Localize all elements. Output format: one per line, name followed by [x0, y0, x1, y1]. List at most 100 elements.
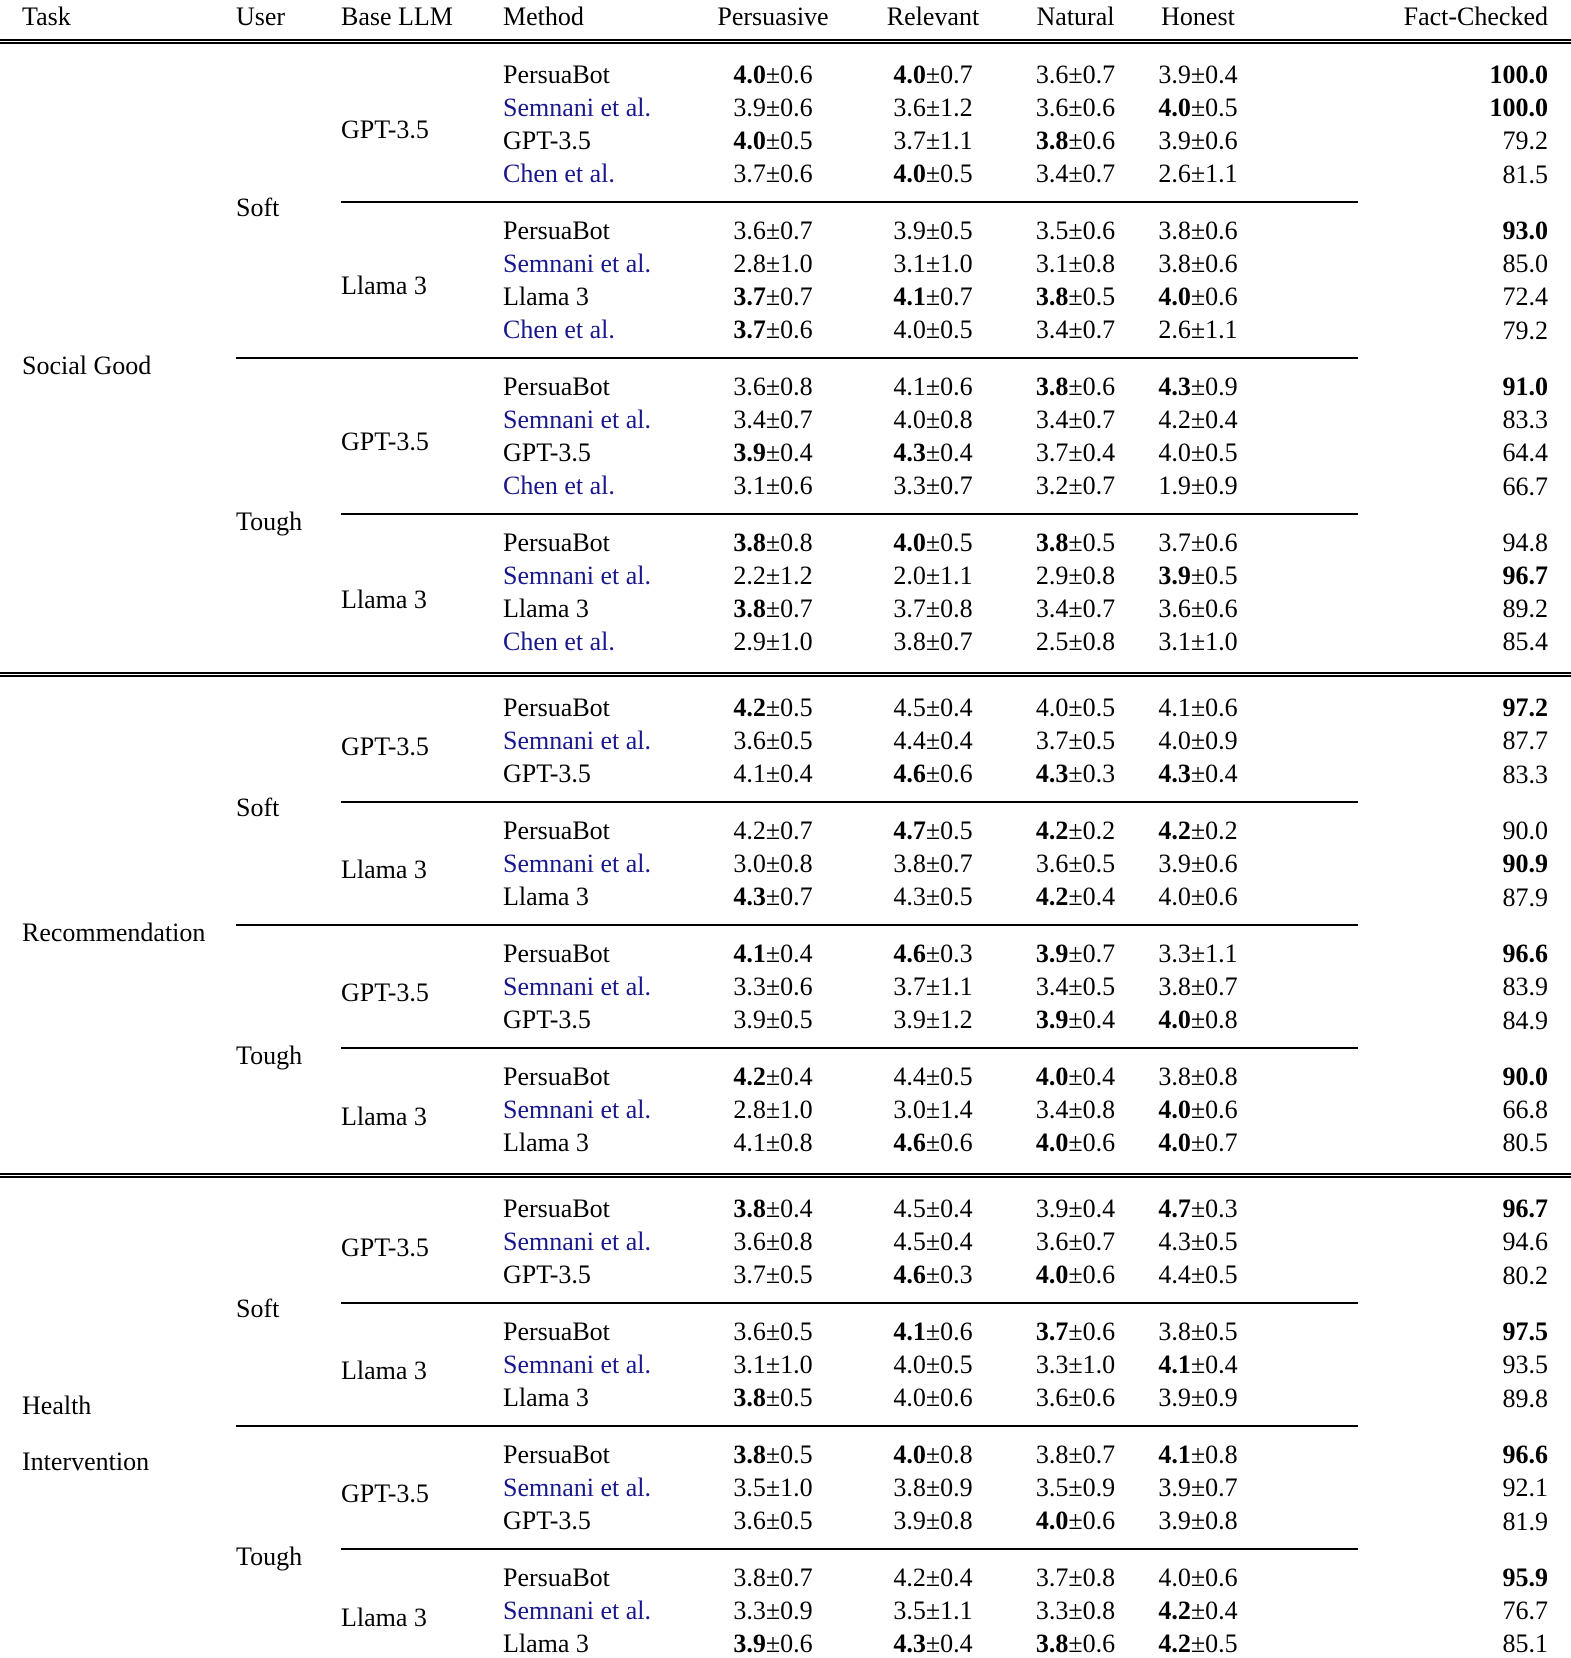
spacer-cell [1258, 1381, 1358, 1426]
natural-mean: 3.6 [1035, 1383, 1069, 1412]
honest-score-cell: 3.9±0.7 [1138, 1471, 1258, 1504]
table-row: Semnani et al. 3.5±1.0 3.8±0.9 3.5±0.9 3.9±0… [0, 1471, 1571, 1504]
relevant-score-cell: 4.0±0.5 [853, 1348, 1013, 1381]
base-llm-label: GPT-3.5 [341, 115, 429, 144]
honest-stddev: ±1.1 [1190, 159, 1238, 188]
fact-checked-value: 97.5 [1502, 1316, 1549, 1346]
natural-stddev: ±0.8 [1068, 561, 1116, 590]
persuasive-score-cell: 3.5±1.0 [693, 1471, 853, 1504]
persuasive-score-cell: 3.9±0.5 [693, 1003, 853, 1048]
honest-score-cell: 3.8±0.7 [1138, 970, 1258, 1003]
method-citation-link[interactable]: Semnani et al. [503, 249, 652, 278]
method-citation-link[interactable]: Semnani et al. [503, 561, 652, 590]
persuasive-mean: 3.4 [733, 405, 766, 434]
persuasive-mean: 3.3 [733, 1596, 766, 1625]
method-citation-link[interactable]: Chen et al. [503, 315, 615, 344]
relevant-score-cell: 4.0±0.6 [853, 1381, 1013, 1426]
spacer-cell [1258, 1225, 1358, 1258]
user-label-cell: Tough [236, 924, 341, 1176]
method-citation-link[interactable]: Semnani et al. [503, 726, 652, 755]
fact-checked-value: 81.5 [1502, 159, 1549, 189]
natural-score-cell: 2.5±0.8 [1013, 625, 1138, 675]
method-citation-link[interactable]: Chen et al. [503, 471, 615, 500]
fact-checked-score-cell: 83.3 [1358, 757, 1571, 802]
method-citation-link[interactable]: Semnani et al. [503, 1350, 652, 1379]
relevant-stddev: ±0.4 [925, 726, 973, 755]
relevant-stddev: ±0.5 [925, 882, 973, 911]
col-header-task: Task [0, 0, 236, 44]
honest-mean: 3.3 [1158, 939, 1191, 968]
honest-mean: 4.1 [1158, 1440, 1191, 1469]
relevant-stddev: ±0.3 [925, 1260, 973, 1289]
fact-checked-value: 96.7 [1502, 1194, 1549, 1223]
base-llm-label: Llama 3 [341, 584, 427, 614]
relevant-score-cell: 4.3±0.4 [853, 1627, 1013, 1658]
honest-score-cell: 4.1±0.4 [1138, 1348, 1258, 1381]
spacer-cell [1258, 1258, 1358, 1303]
table-row: Llama 3 3.8±0.5 4.0±0.6 3.6±0.6 3.9±0.9 89.8 [0, 1381, 1571, 1426]
method-citation-link[interactable]: Semnani et al. [503, 93, 652, 122]
method-citation-link[interactable]: Semnani et al. [503, 849, 652, 878]
honest-stddev: ±0.5 [1190, 561, 1238, 590]
method-citation-link[interactable]: Semnani et al. [503, 1227, 652, 1256]
relevant-mean: 3.5 [893, 1596, 926, 1625]
method-label: Llama 3 [503, 882, 589, 911]
persuasive-score-cell: 4.2±0.5 [693, 672, 853, 724]
method-cell: Llama 3 [503, 280, 693, 313]
spacer-cell [1258, 924, 1358, 970]
honest-mean: 4.2 [1158, 405, 1191, 434]
method-citation-link[interactable]: Semnani et al. [503, 972, 652, 1001]
relevant-stddev: ±0.5 [925, 159, 973, 188]
fact-checked-score-cell: 64.4 [1358, 436, 1571, 469]
spacer-cell [1258, 1003, 1358, 1048]
honest-mean: 3.7 [1158, 528, 1191, 557]
persuasive-mean: 3.8 [733, 528, 766, 557]
honest-mean: 3.8 [1158, 1062, 1191, 1091]
honest-stddev: ±0.4 [1190, 1596, 1238, 1625]
natural-mean: 3.9 [1035, 1005, 1069, 1034]
natural-mean: 3.8 [1035, 528, 1069, 557]
spacer-cell [1258, 247, 1358, 280]
relevant-mean: 4.1 [893, 1317, 926, 1346]
method-citation-link[interactable]: Semnani et al. [503, 1596, 652, 1625]
relevant-stddev: ±0.6 [925, 759, 973, 788]
persuasive-stddev: ±0.6 [765, 972, 813, 1001]
method-label: Llama 3 [503, 1128, 589, 1157]
natural-score-cell: 3.8±0.7 [1013, 1425, 1138, 1471]
method-citation-link[interactable]: Semnani et al. [503, 1473, 652, 1502]
honest-mean: 1.9 [1158, 471, 1191, 500]
relevant-stddev: ±0.5 [925, 1062, 973, 1091]
table-row: Llama 3 3.7±0.7 4.1±0.7 3.8±0.5 4.0±0.6 72.4 [0, 280, 1571, 313]
natural-stddev: ±0.5 [1068, 693, 1116, 722]
relevant-stddev: ±1.1 [925, 1596, 973, 1625]
fact-checked-score-cell: 87.7 [1358, 724, 1571, 757]
honest-mean: 4.3 [1158, 372, 1191, 401]
persuasive-stddev: ±0.8 [765, 849, 813, 878]
spacer-cell [1258, 757, 1358, 802]
honest-stddev: ±0.3 [1190, 1194, 1238, 1223]
base-llm-label-cell: GPT-3.5 [341, 42, 503, 203]
natural-score-cell: 3.9±0.4 [1013, 1003, 1138, 1048]
method-citation-link[interactable]: Chen et al. [503, 627, 615, 656]
relevant-mean: 4.0 [893, 1383, 926, 1412]
persuasive-score-cell: 3.8±0.4 [693, 1173, 853, 1225]
method-citation-link[interactable]: Semnani et al. [503, 405, 652, 434]
relevant-score-cell: 3.3±0.7 [853, 469, 1013, 514]
method-cell: GPT-3.5 [503, 124, 693, 157]
persuasive-stddev: ±0.8 [765, 528, 813, 557]
natural-score-cell: 3.7±0.8 [1013, 1548, 1138, 1594]
fact-checked-value: 64.4 [1502, 438, 1549, 467]
natural-stddev: ±0.8 [1068, 627, 1116, 656]
natural-stddev: ±0.6 [1068, 1383, 1116, 1412]
persuasive-score-cell: 4.0±0.5 [693, 124, 853, 157]
base-llm-label: Llama 3 [341, 1102, 427, 1131]
fact-checked-value: 90.0 [1502, 1061, 1549, 1091]
relevant-mean: 4.4 [893, 726, 926, 755]
method-citation-link[interactable]: Semnani et al. [503, 1095, 652, 1124]
natural-score-cell: 4.0±0.4 [1013, 1047, 1138, 1093]
relevant-score-cell: 4.7±0.5 [853, 801, 1013, 847]
fact-checked-score-cell: 84.9 [1358, 1003, 1571, 1048]
honest-stddev: ±0.6 [1190, 882, 1238, 911]
persuasive-mean: 4.1 [733, 939, 766, 968]
method-citation-link[interactable]: Chen et al. [503, 159, 615, 188]
